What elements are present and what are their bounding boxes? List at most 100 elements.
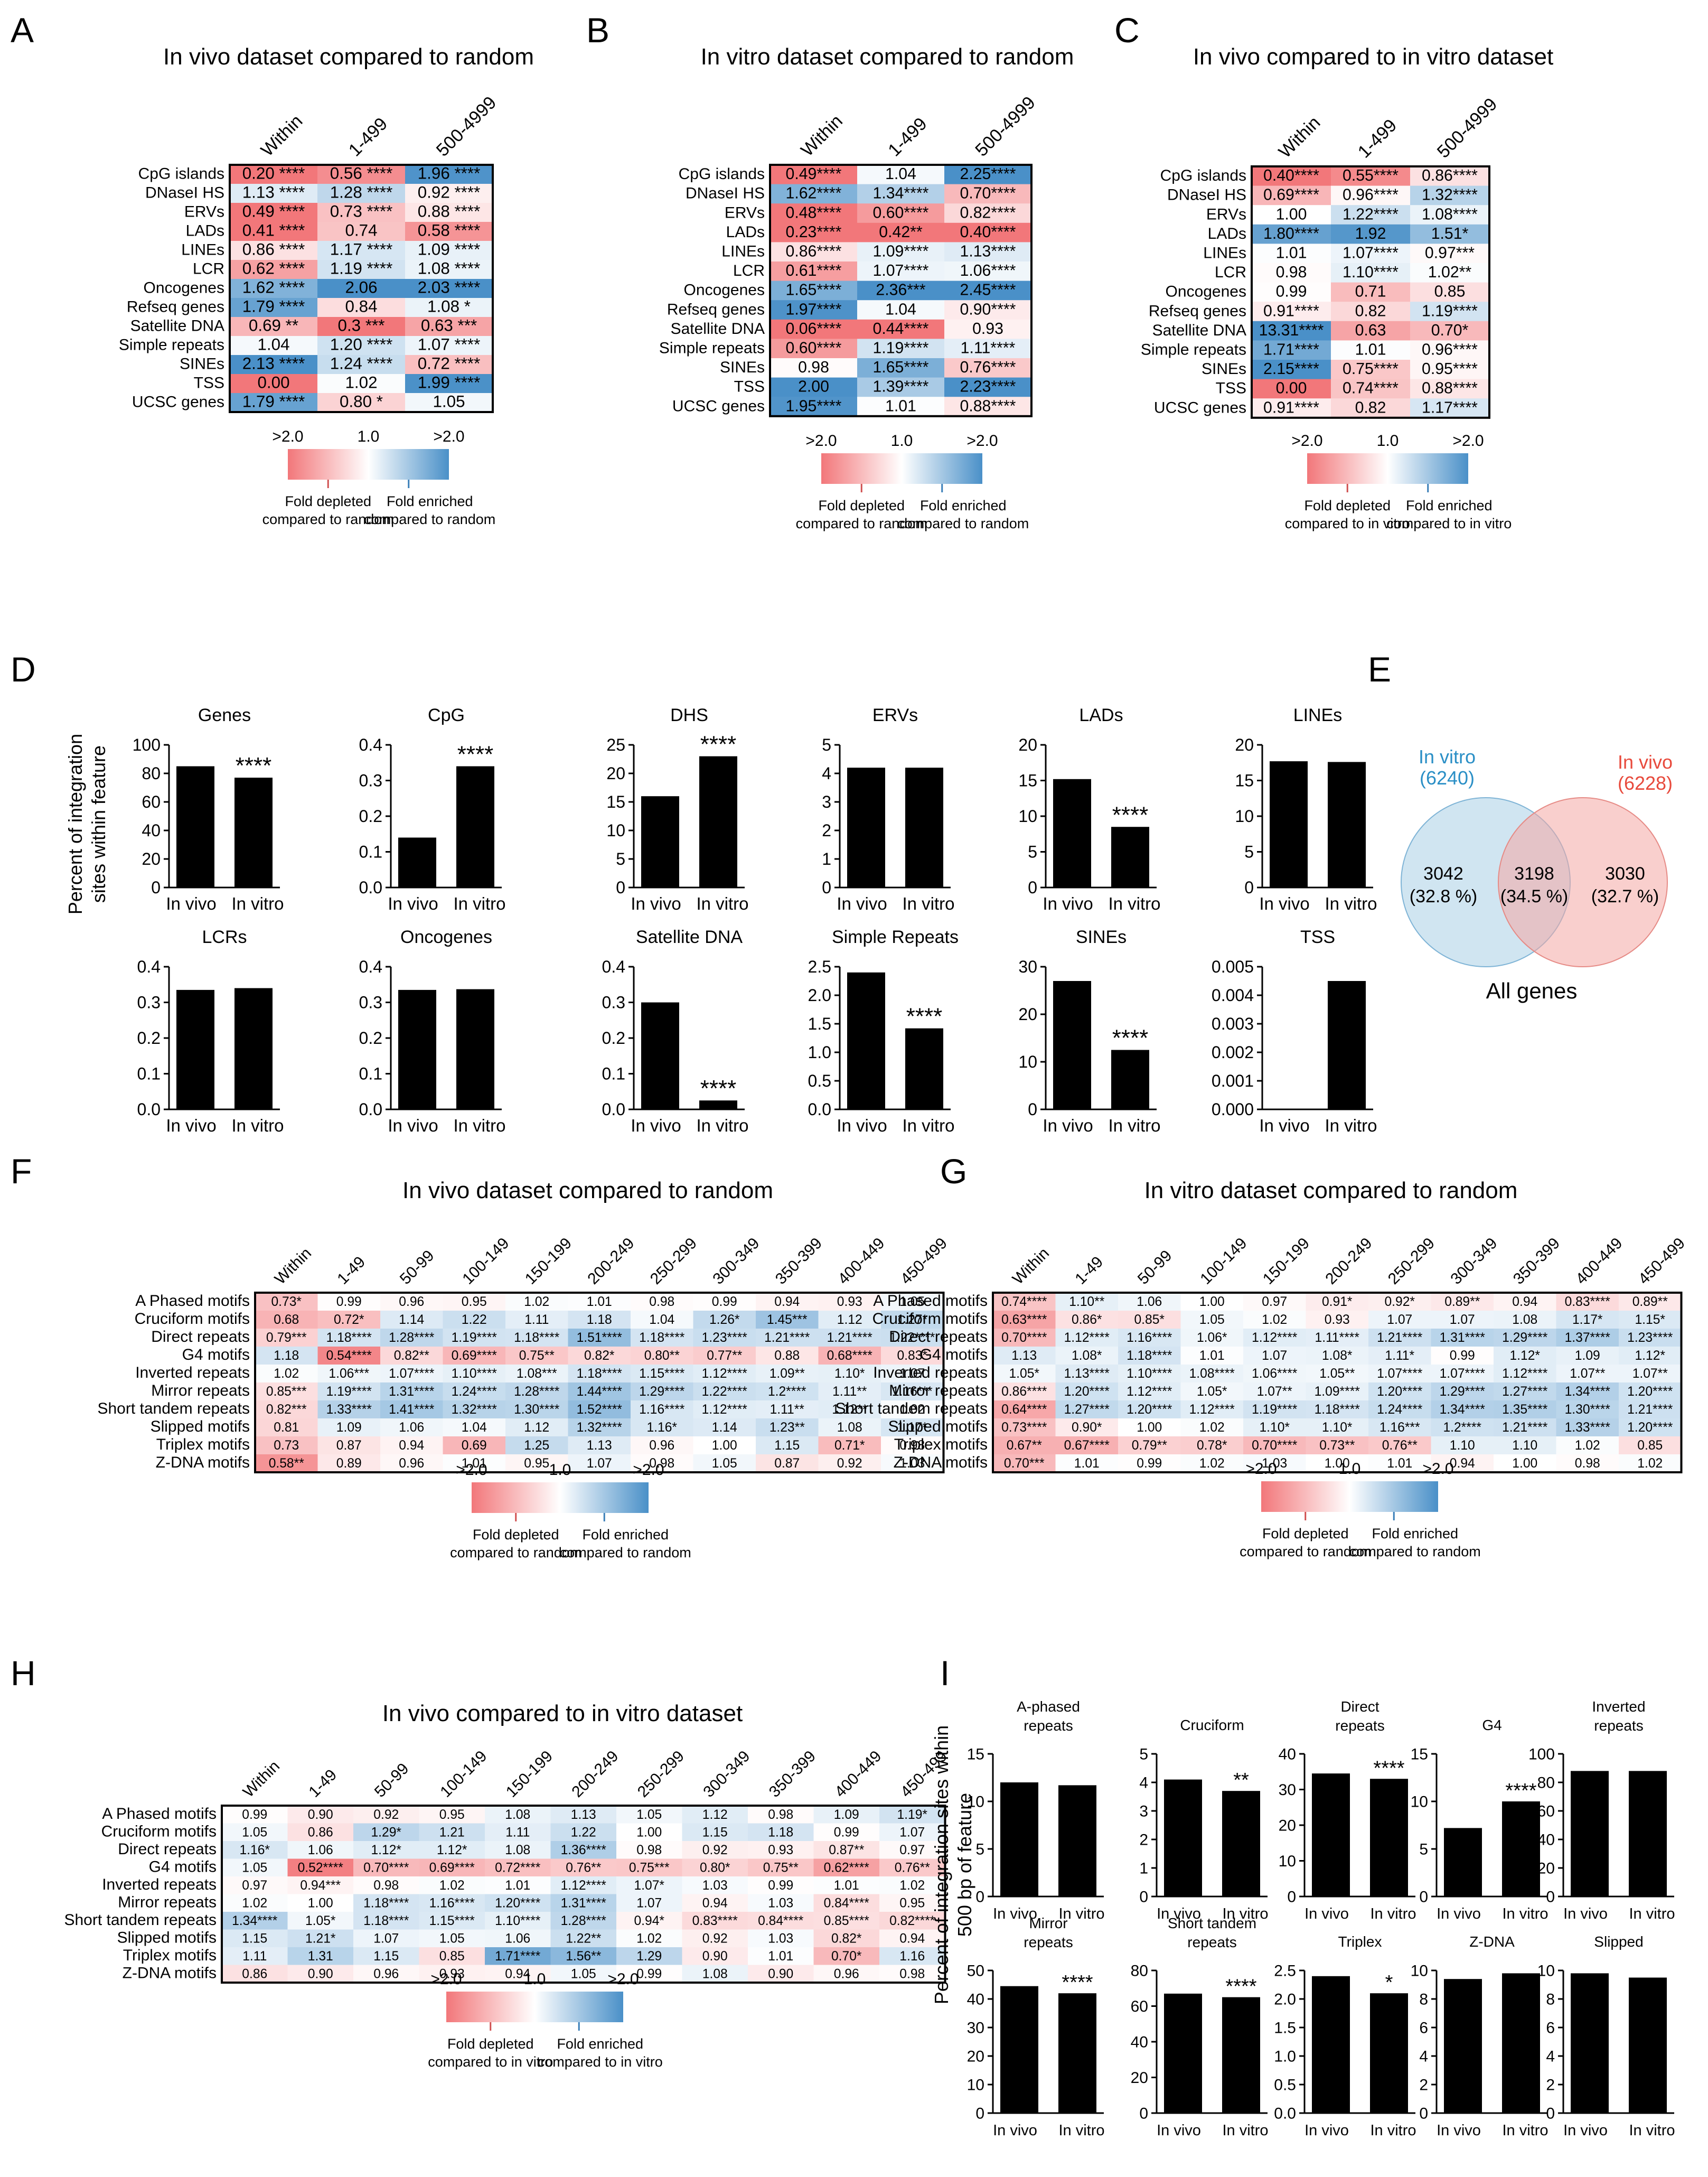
heatmap-column-label: 1-49 xyxy=(305,1766,340,1801)
bar-y-tick-label: 20 xyxy=(1235,735,1254,754)
bar xyxy=(1053,779,1091,887)
heatmap-cell xyxy=(317,355,406,375)
legend-depleted-caption: Fold depleted compared to in vitro xyxy=(428,2036,553,2070)
bar-category-label: In vitro xyxy=(1629,1905,1675,1922)
bar-chart: G4 0 5 10 15 In vivo In vitro **** xyxy=(1411,1717,1549,1922)
heatmap-cell xyxy=(505,1293,568,1311)
heatmap-cell-label: 0.58 **** xyxy=(418,221,481,240)
heatmap-row-label: LCR xyxy=(193,260,224,278)
heatmap-cell xyxy=(770,377,858,397)
heatmap-cell xyxy=(1331,379,1411,399)
heatmap-cell xyxy=(255,1382,318,1401)
heatmap-b: In vitro dataset compared to random Withi… xyxy=(659,44,1074,531)
heatmap-cell xyxy=(405,355,493,375)
heatmap-cell-label: 0.86 xyxy=(308,1825,333,1839)
heatmap-cell xyxy=(857,358,945,378)
bar xyxy=(1571,1771,1609,1896)
bar-y-tick-label: 5 xyxy=(1028,843,1037,862)
bar-category-label: In vitro xyxy=(1058,1905,1104,1922)
bar-y-tick-label: 0.4 xyxy=(359,735,382,754)
heatmap-cell xyxy=(631,1400,693,1419)
heatmap-cell xyxy=(505,1382,568,1401)
heatmap-cell xyxy=(255,1311,318,1329)
heatmap-column-label: 300-349 xyxy=(709,1235,763,1288)
heatmap-cell xyxy=(1619,1293,1682,1311)
heatmap-cell-label: 1.16**** xyxy=(1127,1331,1172,1345)
heatmap-cell-label: 1.2**** xyxy=(1443,1421,1481,1435)
bar xyxy=(398,989,436,1109)
heatmap-cell xyxy=(1494,1382,1556,1401)
bar-category-label: In vitro xyxy=(1058,2122,1104,2139)
heatmap-cell xyxy=(287,1806,354,1824)
bar-y-tick-label: 15 xyxy=(606,792,625,811)
bar-significance: **** xyxy=(236,753,272,779)
heatmap-cell xyxy=(879,1965,945,1983)
bar-chart-title: LINEs xyxy=(1293,705,1343,725)
heatmap-cell-label: 0.87 xyxy=(336,1438,362,1453)
bar-y-tick-label: 0.4 xyxy=(359,957,382,976)
bar-chart-title: Inverted repeats xyxy=(1592,1698,1645,1734)
bar-y-tick-label: 0.3 xyxy=(137,993,161,1012)
heatmap-column-label: 400-449 xyxy=(831,1748,885,1801)
heatmap-cell xyxy=(222,1929,288,1948)
heatmap-cell-label: 1.04 xyxy=(885,301,916,318)
heatmap-cell-label: 1.11**** xyxy=(961,339,1016,357)
heatmap-cell-label: 1.02 xyxy=(274,1367,299,1381)
heatmap-cell xyxy=(317,203,406,222)
bar-y-tick-label: 6 xyxy=(1546,2020,1555,2037)
heatmap-cell-label: 1.02 xyxy=(899,1403,925,1417)
heatmap-cell-label: 0.88 **** xyxy=(418,202,481,221)
heatmap-row-label: Refseq genes xyxy=(127,298,224,316)
heatmap-cell-label: 0.84**** xyxy=(824,1896,870,1910)
heatmap-cell xyxy=(818,1454,881,1473)
heatmap-cell-label: 0.90* xyxy=(1072,1421,1102,1435)
heatmap-cell-label: 0.93 xyxy=(768,1843,793,1857)
heatmap-cell-label: 1.05 xyxy=(1199,1313,1225,1327)
bar-chart-title: ERVs xyxy=(872,705,918,725)
heatmap-cell xyxy=(1494,1454,1556,1473)
bar-y-tick-label: 0 xyxy=(1546,1889,1555,1906)
heatmap-frame xyxy=(769,164,1033,417)
bar xyxy=(1629,1977,1667,2113)
bar-y-tick-label: 10 xyxy=(967,1793,984,1811)
heatmap-cell-label: 1.09 xyxy=(834,1808,859,1822)
heatmap-cell-label: 1.22**** xyxy=(1343,205,1399,223)
heatmap-cell xyxy=(255,1329,318,1347)
heatmap-cell xyxy=(1331,224,1411,244)
heatmap-cell-label: 1.18**** xyxy=(363,1914,409,1928)
bar-chart-title: TSS xyxy=(1300,927,1335,947)
bar-y-tick-label: 1 xyxy=(1139,1860,1148,1877)
heatmap-cell-label: 0.40**** xyxy=(1263,167,1319,184)
heatmap-cell-label: 1.05* xyxy=(1197,1385,1227,1399)
venn-panel: In vitro(6240) In vivo(6228) 3042(32.8 %) 3… xyxy=(1401,746,1673,1003)
bar-category-label: In vivo xyxy=(1043,1116,1093,1135)
heatmap-cell-label: 0.90 xyxy=(702,1949,728,1964)
heatmap-cell-label: 0.88**** xyxy=(1422,380,1478,397)
heatmap-cell-label: 1.71**** xyxy=(495,1949,541,1964)
heatmap-cell xyxy=(443,1293,506,1311)
heatmap-cell-label: 1.35**** xyxy=(1502,1403,1548,1417)
heatmap-row-label: Cruciform motifs xyxy=(101,1823,217,1840)
legend-gradient-bar xyxy=(821,453,982,484)
heatmap-cell-label: 0.95 xyxy=(462,1295,487,1309)
heatmap-cell xyxy=(1055,1365,1119,1383)
heatmap-column-label: 150-199 xyxy=(522,1235,575,1288)
heatmap-cell-label: 1.05 xyxy=(571,1967,596,1981)
bar-y-tick-label: 8 xyxy=(1546,1991,1555,2008)
heatmap-cell-label: 1.12**** xyxy=(561,1879,607,1893)
heatmap-cell xyxy=(1180,1382,1244,1401)
heatmap-cell-label: 1.18 xyxy=(274,1349,299,1363)
heatmap-column-label: 50-99 xyxy=(1134,1247,1176,1288)
heatmap-cell-label: 1.00 xyxy=(636,1825,662,1839)
legend-depleted-caption: Fold depleted compared to random xyxy=(1240,1526,1371,1559)
heatmap-cell xyxy=(616,1806,682,1824)
heatmap-cell xyxy=(813,1912,880,1930)
heatmap-cell xyxy=(485,1858,551,1877)
heatmap-cell xyxy=(944,203,1032,223)
heatmap-row-label: Refseq genes xyxy=(667,301,765,318)
heatmap-cell xyxy=(1118,1311,1181,1329)
heatmap-cell-label: 0.64**** xyxy=(1001,1403,1047,1417)
heatmap-cell-label: 1.16**** xyxy=(429,1896,475,1910)
bar xyxy=(699,756,737,887)
heatmap-column-label: Within xyxy=(271,1245,315,1288)
